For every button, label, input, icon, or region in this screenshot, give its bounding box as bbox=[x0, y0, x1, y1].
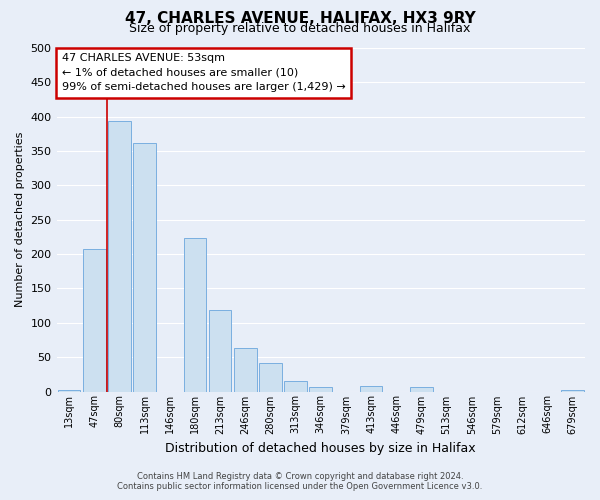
Bar bbox=[184, 238, 206, 392]
Bar bbox=[83, 250, 106, 392]
Bar bbox=[234, 348, 257, 392]
Bar bbox=[259, 364, 282, 392]
Text: 47 CHARLES AVENUE: 53sqm
← 1% of detached houses are smaller (10)
99% of semi-de: 47 CHARLES AVENUE: 53sqm ← 1% of detache… bbox=[62, 53, 346, 92]
Bar bbox=[561, 390, 584, 392]
Bar bbox=[310, 388, 332, 392]
Bar bbox=[133, 143, 156, 392]
Bar bbox=[108, 121, 131, 392]
Bar bbox=[360, 386, 382, 392]
Text: 47, CHARLES AVENUE, HALIFAX, HX3 9RY: 47, CHARLES AVENUE, HALIFAX, HX3 9RY bbox=[125, 11, 475, 26]
Y-axis label: Number of detached properties: Number of detached properties bbox=[15, 132, 25, 308]
X-axis label: Distribution of detached houses by size in Halifax: Distribution of detached houses by size … bbox=[166, 442, 476, 455]
Bar bbox=[209, 310, 232, 392]
Text: Contains HM Land Registry data © Crown copyright and database right 2024.
Contai: Contains HM Land Registry data © Crown c… bbox=[118, 472, 482, 491]
Bar bbox=[284, 380, 307, 392]
Text: Size of property relative to detached houses in Halifax: Size of property relative to detached ho… bbox=[130, 22, 470, 35]
Bar bbox=[58, 390, 80, 392]
Bar bbox=[410, 386, 433, 392]
